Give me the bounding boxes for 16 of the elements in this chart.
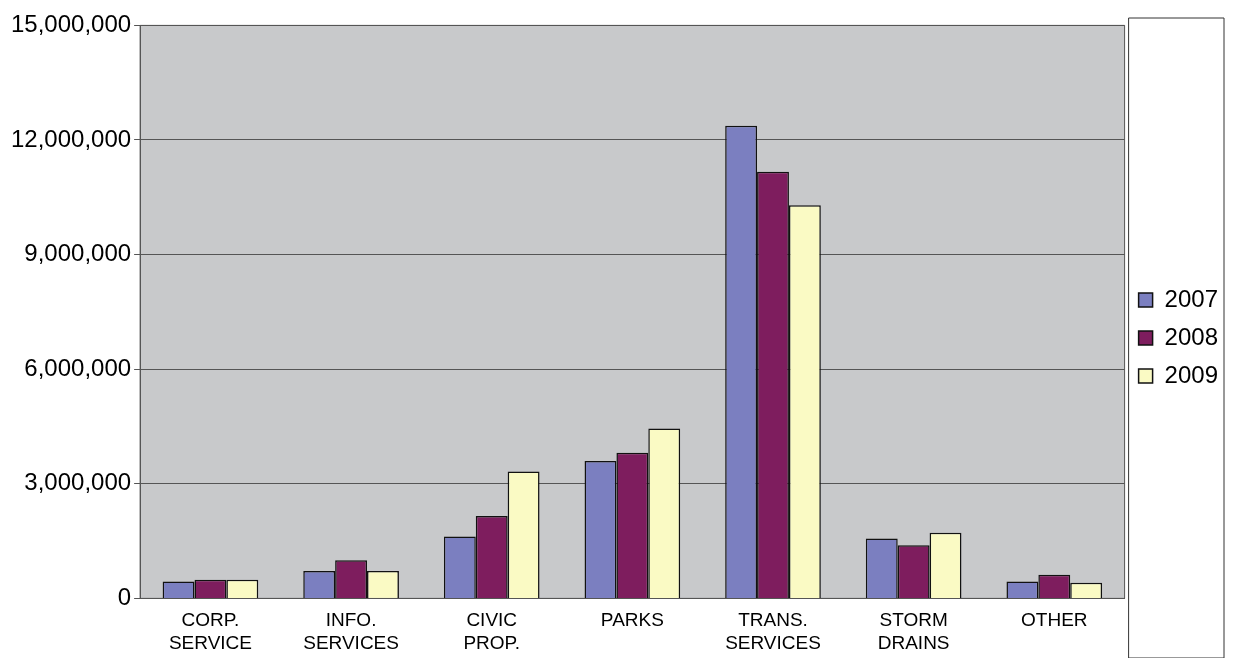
- y-tick-label: 0: [117, 583, 132, 611]
- x-tick-label: CORP. SERVICE: [168, 609, 252, 653]
- x-tick-label: INFO. SERVICES: [303, 609, 399, 653]
- y-tick-label: 3,000,000: [24, 468, 132, 496]
- x-tick-label: CIVIC PROP.: [463, 609, 521, 653]
- y-tick-label: 6,000,000: [24, 353, 132, 381]
- y-tick-label: 9,000,000: [24, 239, 132, 267]
- legend-label: 2009: [1164, 360, 1218, 388]
- legend-label: 2008: [1164, 322, 1218, 350]
- y-tick-label: 12,000,000: [10, 124, 132, 152]
- y-tick-label: 15,000,000: [10, 10, 132, 38]
- x-tick-label: PARKS: [600, 609, 664, 631]
- x-tick-label: STORM DRAINS: [877, 609, 950, 653]
- legend-label: 2007: [1164, 284, 1218, 312]
- x-tick-label: OTHER: [1021, 609, 1088, 631]
- x-tick-label: TRANS. SERVICES: [725, 609, 821, 653]
